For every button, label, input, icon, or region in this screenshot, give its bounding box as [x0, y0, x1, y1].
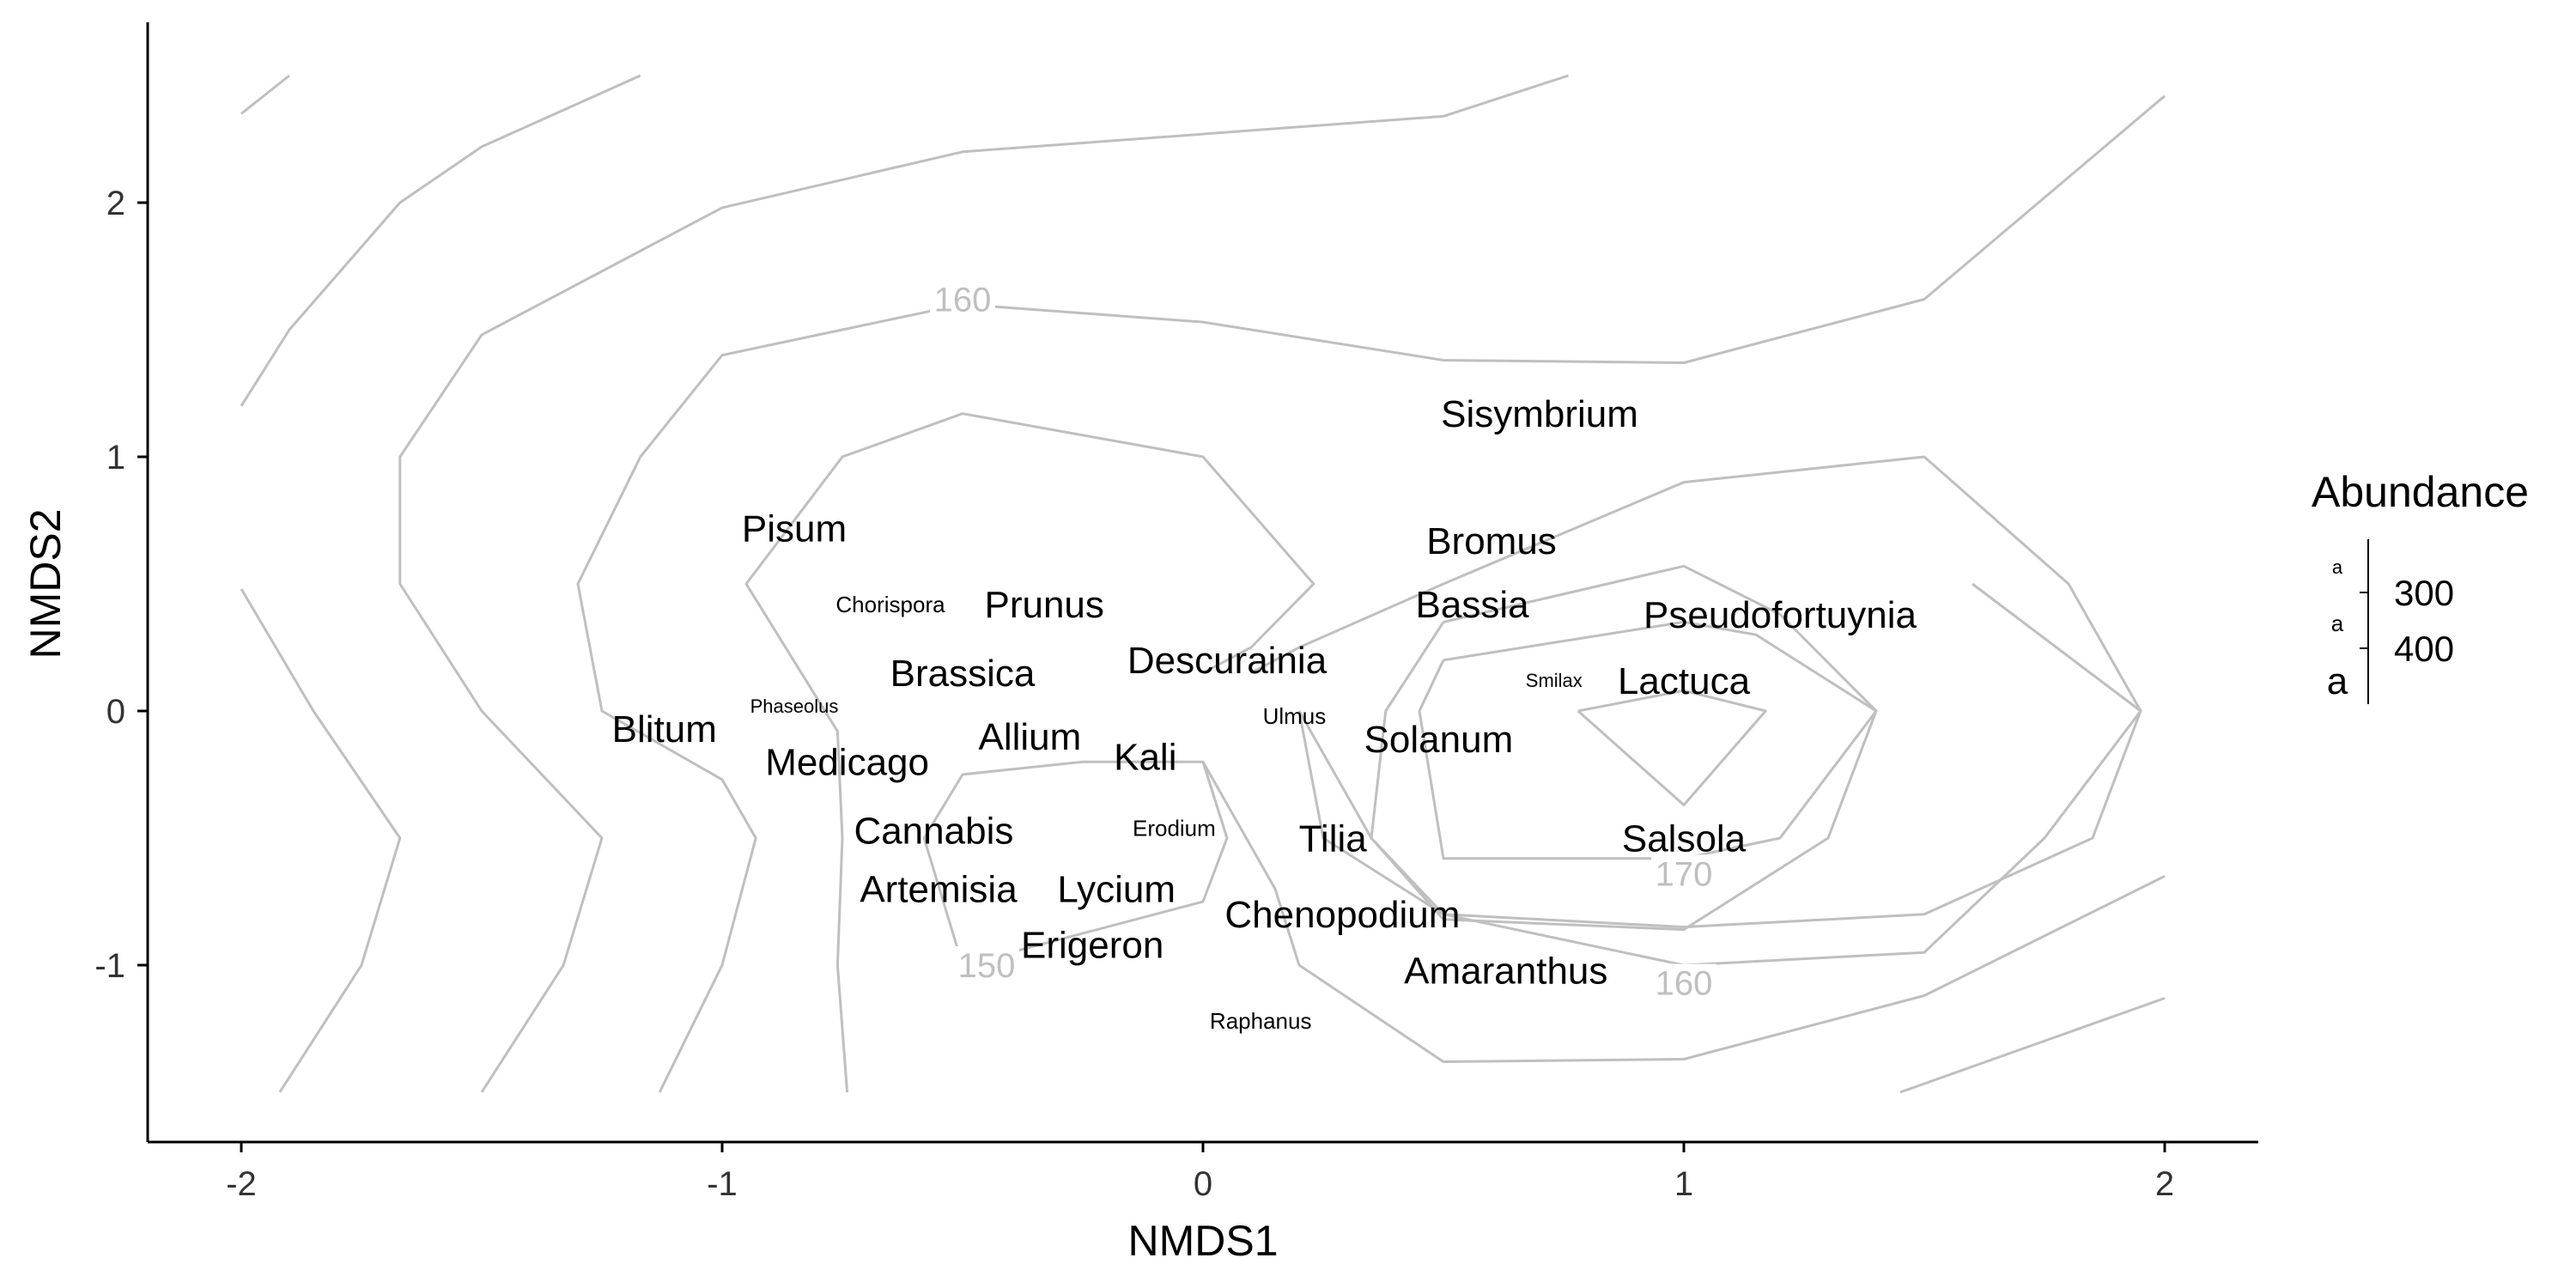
species-label-cannabis: Cannabis — [854, 811, 1013, 853]
species-label-ulmus: Ulmus — [1263, 703, 1327, 729]
contour-label-bg — [954, 945, 1019, 981]
contour-line-10 — [1418, 620, 1878, 860]
contour-line-3 — [240, 588, 402, 1093]
legend: Abundance a a a 300 400 — [2312, 468, 2529, 704]
y-tick-label: 0 — [106, 693, 125, 731]
contour-line-13 — [1201, 761, 2166, 1063]
species-label-erigeron: Erigeron — [1021, 925, 1163, 967]
y-tick-label: -1 — [94, 947, 125, 985]
x-tick-label: 0 — [1194, 1165, 1212, 1203]
species-label-erodium: Erodium — [1133, 815, 1216, 841]
legend-key-large: a — [2327, 660, 2348, 702]
contour-line-1 — [240, 74, 290, 115]
contour-line-14 — [1899, 997, 2166, 1094]
species-label-brassica: Brassica — [890, 653, 1036, 695]
legend-title: Abundance — [2312, 468, 2529, 516]
species-label-allium: Allium — [979, 716, 1082, 758]
contour-line-12 — [1297, 582, 2142, 967]
species-label-pisum: Pisum — [742, 507, 847, 550]
legend-key-medium: a — [2331, 611, 2344, 636]
y-tick-label: 2 — [106, 185, 125, 222]
x-axis-title: NMDS1 — [1127, 1217, 1278, 1265]
contour-line-4 — [398, 74, 1570, 1093]
species-label-amaranthus: Amaranthus — [1404, 950, 1607, 992]
contour-line-6 — [744, 412, 1315, 1093]
y-axis-ticks: -1 0 1 2 — [94, 185, 148, 985]
contour-line-7 — [922, 760, 1229, 967]
contour-label-1: 160 — [934, 281, 992, 319]
species-label-pseudofortuynia: Pseudofortuynia — [1643, 594, 1917, 636]
contour-line-11 — [1577, 689, 1767, 806]
species-label-descurainia: Descurainia — [1127, 640, 1327, 682]
contour-lines — [240, 74, 2166, 1094]
x-axis-ticks: -2 -1 0 1 2 — [226, 1142, 2174, 1203]
species-label-phaseolus: Phaseolus — [750, 696, 839, 717]
x-tick-label: 2 — [2155, 1165, 2174, 1203]
contour-labels: 160 150 170 160 — [930, 280, 1716, 1003]
contour-line-9 — [1370, 564, 1878, 932]
species-label-medicago: Medicago — [765, 742, 929, 784]
contour-label-2: 150 — [958, 947, 1016, 985]
x-tick-label: -1 — [707, 1165, 738, 1203]
legend-key-small: a — [2332, 556, 2343, 578]
species-label-kali: Kali — [1114, 737, 1176, 779]
species-label-tilia: Tilia — [1299, 817, 1368, 860]
contour-line-5 — [576, 94, 2166, 1093]
y-tick-label: 1 — [106, 439, 125, 477]
species-label-lactuca: Lactuca — [1618, 660, 1751, 702]
species-label-artemisia: Artemisia — [860, 869, 1018, 911]
species-label-raphanus: Raphanus — [1210, 1008, 1312, 1034]
species-label-prunus: Prunus — [984, 584, 1103, 626]
contour-label-bg — [1651, 854, 1716, 890]
contour-label-bg — [930, 280, 995, 315]
species-label-lycium: Lycium — [1057, 869, 1176, 911]
y-axis-title: NMDS2 — [21, 508, 70, 659]
species-labels: Sisymbrium Pisum Bromus Chorispora Prunus Bas… — [612, 393, 1917, 1034]
x-tick-label: -2 — [226, 1165, 257, 1203]
contour-label-4: 160 — [1656, 965, 1713, 1003]
species-label-blitum: Blitum — [612, 708, 717, 750]
species-label-solanum: Solanum — [1364, 719, 1514, 761]
contour-line-2 — [240, 74, 641, 407]
contour-label-3: 170 — [1656, 855, 1713, 893]
species-label-smilax: Smilax — [1526, 670, 1583, 691]
species-label-bassia: Bassia — [1416, 584, 1530, 626]
species-label-sisymbrium: Sisymbrium — [1441, 393, 1638, 435]
species-label-bromus: Bromus — [1426, 520, 1557, 562]
x-tick-label: 1 — [1674, 1165, 1693, 1203]
species-label-chenopodium: Chenopodium — [1224, 894, 1460, 936]
contour-label-bg — [1651, 963, 1716, 999]
species-label-chorispora: Chorispora — [835, 592, 945, 617]
legend-label-400: 400 — [2394, 629, 2454, 669]
legend-label-300: 300 — [2394, 573, 2454, 613]
species-label-salsola: Salsola — [1622, 817, 1747, 860]
